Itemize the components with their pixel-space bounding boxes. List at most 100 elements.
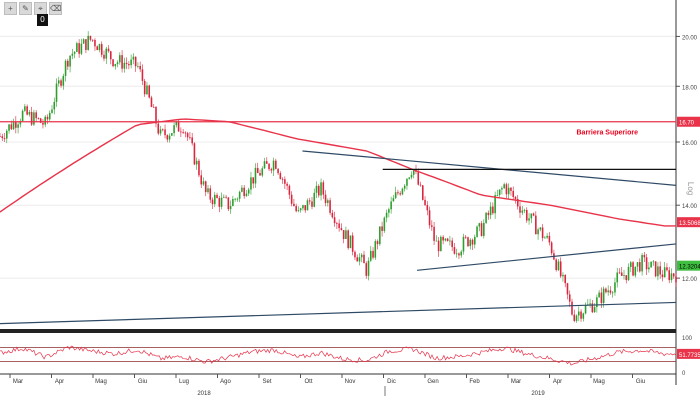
candle-body (21, 110, 24, 122)
candle-body (128, 64, 130, 66)
candle-body (449, 240, 451, 242)
candle-body (372, 250, 374, 258)
candle-body (28, 111, 31, 115)
candle-body (478, 223, 481, 227)
candle-body (247, 189, 250, 194)
candle-body (347, 230, 349, 249)
candle-body (302, 205, 304, 209)
candle-body (80, 43, 83, 54)
candle-body (528, 218, 530, 221)
candle-body (100, 44, 103, 55)
candle-body (33, 112, 35, 125)
last-value-label-0: 16.70 (679, 121, 695, 127)
support-trendline (416, 243, 677, 271)
candle-body (541, 227, 544, 239)
candle-body (589, 303, 591, 305)
candle-body (148, 85, 151, 98)
candle-body (216, 194, 218, 199)
candle-body (639, 262, 641, 272)
candle-body (431, 225, 433, 227)
annotation-count-badge[interactable]: 0 (37, 14, 48, 26)
x-tick-label-5: Ago (220, 379, 231, 385)
candle-body (245, 193, 248, 197)
candle-body (39, 118, 42, 123)
candle-body (155, 106, 157, 124)
annotation-barriera-superiore: Barriera Superiore (577, 130, 639, 137)
candle-body (157, 123, 160, 134)
moving-average-line (0, 118, 676, 227)
candle-body (10, 124, 13, 130)
last-value-tag-2 (677, 260, 700, 271)
candle-body (614, 282, 616, 293)
candle-body (0, 136, 1, 137)
x-tick-label-8: Nov (345, 379, 356, 385)
candle-body (670, 273, 673, 281)
candle-body (89, 35, 92, 40)
candle-body (487, 212, 490, 216)
candle-body (519, 206, 521, 213)
candle-body (265, 161, 268, 164)
candle-body (317, 185, 320, 196)
candle-body (571, 301, 573, 315)
candle-body (483, 222, 485, 236)
candle-body (241, 187, 243, 192)
candle-body (161, 129, 164, 131)
candle-body (164, 129, 166, 136)
candle-body (306, 200, 309, 211)
candle-body (492, 206, 494, 214)
pencil-icon[interactable]: ✎ (19, 2, 32, 15)
candle-body (555, 259, 557, 271)
candle-body (286, 183, 288, 186)
candle-body (421, 185, 424, 200)
candle-body (76, 43, 78, 52)
candle-body (48, 112, 51, 120)
last-value-label-2: 12.3204 (679, 265, 700, 271)
candle-body (69, 55, 71, 67)
candle-body (451, 240, 453, 248)
candle-body (200, 175, 203, 185)
candle-body (146, 85, 148, 95)
candle-body (440, 236, 442, 252)
candle-body (227, 197, 230, 210)
candle-body (611, 292, 614, 294)
log-scale-label: Log (686, 182, 695, 195)
candle-body (121, 55, 123, 69)
y-tick-label-4: 12.00 (682, 277, 698, 283)
candle-body (641, 254, 643, 272)
candle-body (365, 263, 368, 276)
candle-body (71, 53, 74, 56)
candle-body (675, 276, 677, 283)
candle-body (123, 62, 126, 69)
candle-body (304, 205, 307, 211)
candle-body (446, 238, 449, 241)
candle-body (324, 194, 327, 203)
candle-body (139, 65, 141, 70)
candle-body (297, 210, 300, 212)
candle-body (331, 212, 334, 218)
plus-icon[interactable]: + (4, 2, 17, 15)
candle-body (577, 311, 580, 316)
candle-body (625, 275, 628, 281)
candle-body (376, 241, 379, 245)
x-tick-label-4: Lug (179, 379, 189, 385)
candle-body (433, 226, 435, 241)
candle-body (573, 314, 576, 321)
eraser-icon[interactable]: ⌫ (49, 2, 62, 15)
candle-body (381, 226, 383, 231)
candle-body (261, 168, 264, 176)
candle-body (51, 109, 53, 113)
last-value-label-1: 13.5068 (679, 221, 700, 227)
candle-body (132, 56, 135, 60)
candle-body (272, 160, 275, 171)
candle-body (64, 60, 67, 76)
candle-body (112, 59, 114, 67)
candle-body (550, 242, 553, 254)
candle-body (602, 288, 605, 304)
candle-body (107, 48, 110, 52)
x-tick-label-3: Giu (138, 379, 147, 385)
candle-body (512, 190, 515, 197)
candle-body (15, 121, 17, 128)
candle-body (143, 80, 146, 95)
candle-body (202, 181, 205, 185)
